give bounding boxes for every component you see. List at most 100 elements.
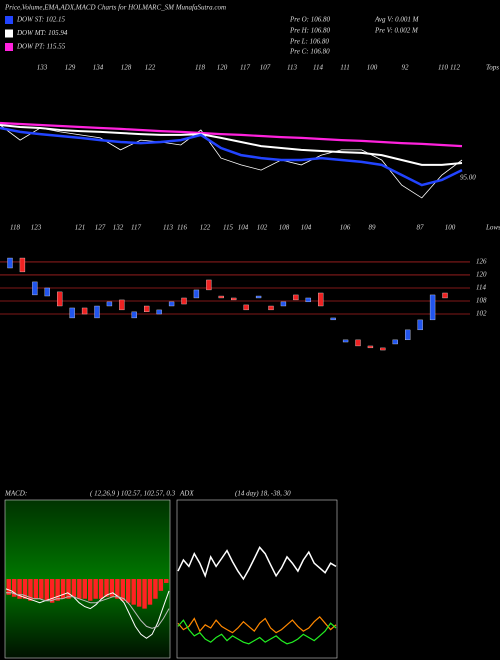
candle — [305, 297, 311, 303]
histogram-bar — [126, 579, 131, 603]
top-label: 133 — [37, 64, 48, 72]
top-label: 100 — [367, 64, 378, 72]
legend-swatch — [5, 29, 13, 38]
candle — [442, 292, 448, 299]
y-tick-label: 114 — [476, 284, 486, 292]
low-label: 87 — [417, 224, 425, 232]
y-tick-label: 102 — [476, 310, 487, 318]
histogram-bar — [115, 579, 120, 599]
top-label: 128 — [121, 64, 132, 72]
top-label: 134 — [93, 64, 104, 72]
top-label: 113 — [287, 64, 297, 72]
candle — [318, 292, 324, 307]
top-label: 92 — [402, 64, 410, 72]
panel-subtitle: (14 day) 18, -38, 30 — [235, 490, 291, 498]
candle — [44, 287, 50, 297]
line — [0, 121, 463, 148]
candle — [94, 305, 100, 319]
low-label: 89 — [369, 224, 377, 232]
low-label: 108 — [279, 224, 290, 232]
histogram-bar — [66, 579, 71, 599]
candle — [144, 305, 150, 313]
line — [0, 124, 463, 199]
candle — [119, 299, 125, 311]
header: Price,Volume,EMA,ADX,MACD Charts for HOL… — [4, 4, 226, 12]
y-tick-label: 126 — [476, 258, 487, 266]
candle — [32, 281, 38, 296]
y-tick-label: 120 — [476, 271, 487, 279]
histogram-bar — [136, 579, 142, 607]
candle — [7, 257, 13, 269]
histogram-bar — [44, 579, 49, 601]
top-label: 118 — [195, 64, 205, 72]
histogram-bar — [109, 579, 115, 597]
histogram-bar — [104, 579, 109, 597]
low-label: 104 — [238, 224, 249, 232]
histogram-bar — [49, 579, 55, 603]
candle — [342, 339, 349, 343]
histogram-bar — [98, 579, 104, 599]
histogram-bar — [39, 579, 44, 599]
candle — [355, 339, 361, 347]
low-label: 115 — [223, 224, 233, 232]
top-label: 129 — [65, 64, 76, 72]
top-label: 107 — [260, 64, 271, 72]
top-label: 117 — [240, 64, 250, 72]
legend-label: DOW MT: 105.94 — [16, 29, 68, 37]
panel-title: ADX — [179, 490, 194, 498]
info-text: Pre V: 0.002 M — [374, 27, 419, 35]
low-label: 123 — [31, 224, 42, 232]
info-text: Pre C: 106.80 — [289, 48, 330, 56]
candle — [156, 309, 162, 315]
histogram-bar — [77, 579, 82, 599]
candle — [367, 345, 374, 349]
low-label: 118 — [10, 224, 20, 232]
histogram-bar — [93, 579, 98, 599]
histogram-bar — [120, 579, 126, 601]
low-label: 113 — [163, 224, 173, 232]
histogram-bar — [17, 579, 22, 599]
candle — [380, 347, 386, 351]
low-label: 104 — [301, 224, 312, 232]
candle — [181, 297, 187, 305]
candle — [243, 304, 249, 311]
histogram-bar — [142, 579, 147, 609]
line — [177, 619, 337, 645]
candle — [193, 289, 200, 299]
low-label: 102 — [257, 224, 268, 232]
candle — [392, 339, 398, 345]
panel-subtitle: ( 12,26,9 ) 102.57, 102.57, 0.3 — [90, 490, 176, 498]
info-text: Pre O: 106.80 — [289, 16, 330, 24]
info-text: Avg V: 0.001 M — [374, 16, 420, 24]
top-label: 122 — [145, 64, 156, 72]
histogram-bar — [164, 579, 169, 583]
panel-title: MACD: — [4, 490, 27, 498]
candle — [405, 329, 411, 341]
candle — [81, 307, 88, 315]
candle — [417, 319, 423, 331]
histogram-bar — [11, 579, 17, 597]
top-label: 114 — [313, 64, 323, 72]
histogram-bar — [82, 579, 87, 599]
candle — [106, 301, 113, 307]
histogram-bar — [55, 579, 60, 601]
low-label: 116 — [177, 224, 187, 232]
line — [6, 592, 170, 629]
histogram-bar — [158, 579, 164, 591]
top-label: 111 — [340, 64, 349, 72]
adx-panel — [176, 499, 338, 659]
line — [177, 546, 337, 581]
candle — [293, 294, 299, 301]
histogram-bar — [88, 579, 93, 601]
y-tick-label: 108 — [476, 297, 487, 305]
histogram-bar — [33, 579, 39, 599]
candle — [206, 279, 212, 291]
candle — [218, 295, 224, 299]
line — [177, 616, 337, 634]
annotation: 95.00 — [460, 174, 476, 182]
legend-label: DOW PT: 115.55 — [16, 43, 66, 51]
info-text: Pre L: 106.80 — [289, 38, 329, 46]
legend-label: DOW ST: 102.15 — [16, 16, 66, 24]
histogram-bar — [147, 579, 153, 605]
low-label: 127 — [95, 224, 106, 232]
